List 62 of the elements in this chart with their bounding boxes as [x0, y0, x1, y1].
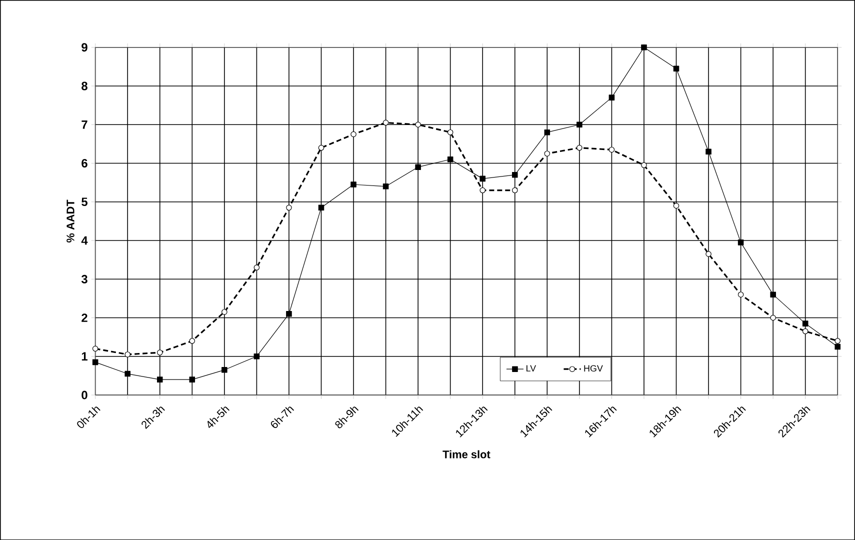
point: [447, 156, 454, 162]
point: [480, 176, 486, 182]
point: [834, 338, 841, 344]
point: [124, 351, 130, 358]
point: [706, 148, 712, 154]
point: [706, 250, 712, 257]
point: [834, 344, 841, 350]
point: [738, 292, 744, 298]
point: [156, 349, 163, 356]
point: [189, 338, 196, 344]
point: [512, 187, 518, 194]
legend-label: LV: [526, 365, 536, 372]
point: [512, 172, 518, 178]
point: [318, 204, 324, 210]
point: [738, 239, 744, 246]
point: [382, 120, 389, 126]
point: [222, 366, 228, 373]
y-tick-label: 4: [81, 236, 88, 244]
point: [576, 144, 582, 151]
y-tick-label: 9: [82, 42, 88, 52]
point: [673, 66, 680, 72]
point: [350, 131, 356, 138]
point: [544, 129, 550, 136]
y-tick-label: 2: [82, 313, 88, 322]
point: [447, 129, 454, 136]
point: [189, 376, 196, 382]
point: [92, 359, 98, 365]
point: [254, 264, 260, 270]
x-axis-title: Time slot: [442, 450, 490, 458]
point: [415, 122, 421, 128]
point: [222, 308, 228, 315]
point: [544, 150, 550, 156]
y-tick-label: 7: [82, 120, 88, 129]
point: [254, 353, 260, 360]
y-tick-label: 5: [82, 198, 88, 206]
point: [124, 370, 130, 377]
point: [286, 310, 292, 317]
y-tick-label: 3: [81, 274, 88, 284]
point: [641, 162, 647, 168]
point: [350, 181, 356, 188]
point: [415, 164, 421, 170]
point: [802, 320, 808, 326]
point: [382, 183, 389, 190]
point: [608, 94, 615, 100]
legend-label: HGV: [584, 365, 603, 372]
point: [92, 346, 98, 352]
point: [480, 187, 486, 194]
point: [286, 204, 292, 210]
point: [608, 146, 615, 152]
y-axis-title: % AADT: [66, 200, 74, 242]
point: [770, 314, 776, 321]
point: [802, 328, 808, 334]
point: [673, 202, 680, 208]
y-tick-label: 1: [82, 352, 88, 360]
y-tick-label: 6: [82, 158, 88, 168]
point: [641, 44, 647, 50]
point: [576, 122, 582, 128]
point: [770, 292, 776, 298]
y-tick-label: 8: [82, 82, 88, 90]
y-tick-label: 0: [82, 390, 88, 400]
point: [156, 376, 163, 382]
point: [318, 144, 324, 151]
